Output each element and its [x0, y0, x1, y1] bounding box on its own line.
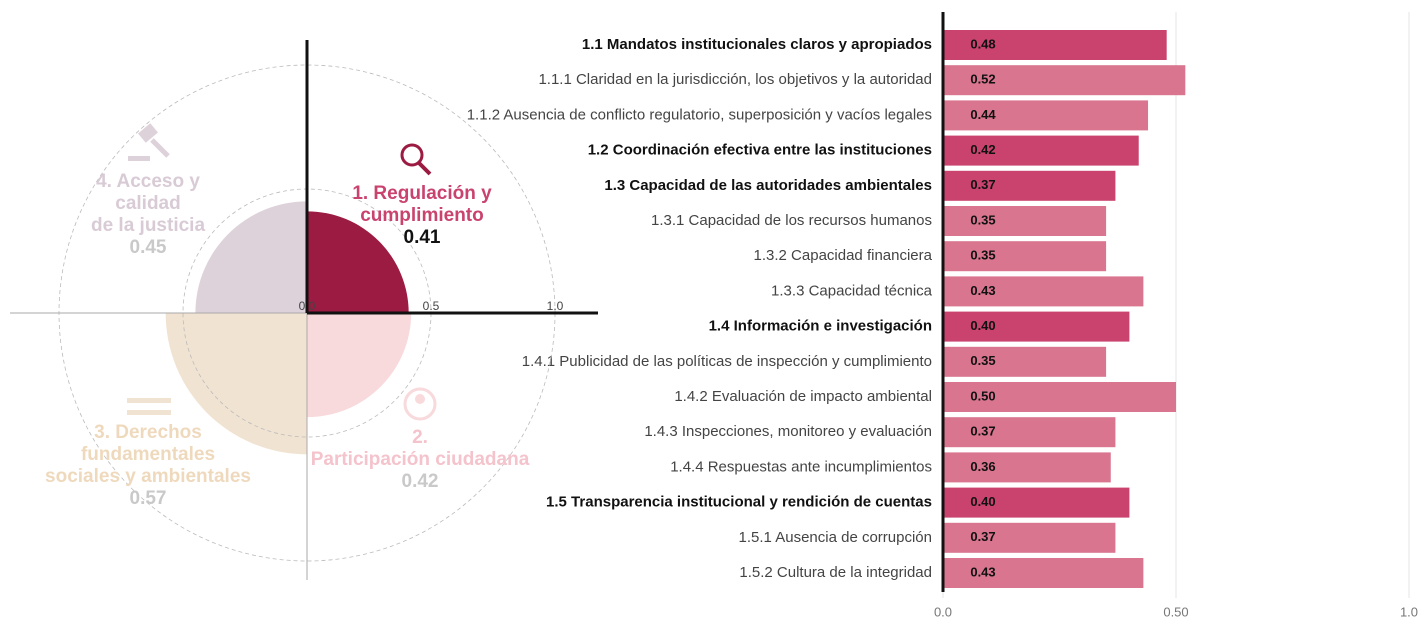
- value-label: 0.37: [970, 529, 995, 544]
- category-label: 1.4.1 Publicidad de las políticas de ins…: [522, 353, 932, 370]
- bar: [943, 100, 1149, 131]
- equals-icon: [127, 398, 171, 403]
- value-label: 0.40: [970, 494, 995, 509]
- bar: [943, 311, 1130, 342]
- category-label: 3. Derechos fundamentales sociales y ambie…: [45, 422, 251, 487]
- magnifier-handle: [417, 161, 432, 176]
- value-label: 0.48: [970, 36, 995, 51]
- category-label: 1.3.2 Capacidad financiera: [754, 247, 933, 264]
- value-label: 0.40: [970, 318, 995, 333]
- value-label: 0.44: [970, 107, 996, 122]
- person-head: [415, 394, 425, 404]
- bar-chart: 0.0 0.50 1.0 0.48 1.1 Mandatos institucional…: [467, 12, 1418, 619]
- value-label: 0.42: [402, 471, 439, 492]
- value-label: 0.36: [970, 459, 995, 474]
- category-label: 1.3 Capacidad de las autoridades ambient…: [604, 177, 932, 194]
- value-label: 0.43: [970, 283, 995, 298]
- category-label: 1. Regulación y cumplimiento: [352, 183, 492, 226]
- category-label: 1.2 Coordinación efectiva entre las inst…: [588, 142, 932, 159]
- category-label: 1.5 Transparencia institucional y rendic…: [546, 494, 932, 511]
- category-label: 1.4.2 Evaluación de impacto ambiental: [674, 388, 932, 405]
- category-label: 1.4.3 Inspecciones, monitoreo y evaluaci…: [644, 423, 932, 440]
- category-label: 1.1.1 Claridad en la jurisdicción, los o…: [538, 71, 932, 88]
- value-label: 0.37: [970, 424, 995, 439]
- x-tick-label: 0.0: [934, 604, 952, 619]
- value-label: 0.35: [970, 353, 995, 368]
- r-tick-label: 1.0: [547, 299, 564, 313]
- value-label: 0.35: [970, 248, 995, 263]
- category-label: 4. Acceso y calidad de la justicia: [91, 171, 205, 236]
- category-label: 1.1.2 Ausencia de conflicto regulatorio,…: [467, 106, 932, 123]
- x-tick-label: 1.0: [1400, 604, 1418, 619]
- bar: [943, 382, 1176, 412]
- sector: [165, 313, 307, 455]
- value-label: 0.50: [970, 388, 995, 403]
- icons: [127, 123, 437, 421]
- bar: [943, 452, 1111, 483]
- category-label: 1.3.3 Capacidad técnica: [771, 282, 933, 299]
- category-label: 1.5.2 Cultura de la integridad: [739, 564, 932, 581]
- category-label: 1.3.1 Capacidad de los recursos humanos: [651, 212, 932, 229]
- gavel-base: [128, 156, 150, 161]
- sector: [195, 201, 307, 313]
- bar: [943, 170, 1116, 201]
- polar-chart: 0.00.51.01. Regulación ycumplimiento0.41…: [10, 40, 598, 580]
- bar: [943, 346, 1107, 377]
- bar: [943, 522, 1116, 553]
- sector: [307, 211, 409, 313]
- category-label: 1.1 Mandatos institucionales claros y ap…: [582, 36, 932, 53]
- bar: [943, 206, 1107, 236]
- r-tick-label: 0.5: [423, 299, 440, 313]
- equals-icon: [127, 410, 171, 415]
- bar: [943, 30, 1167, 60]
- bar: [943, 487, 1130, 518]
- bar: [943, 558, 1144, 588]
- person-icon: [403, 387, 437, 421]
- bar: [943, 241, 1107, 272]
- gavel-handle: [150, 138, 170, 158]
- bar: [943, 135, 1139, 166]
- value-label: 0.45: [130, 237, 167, 258]
- value-label: 0.52: [970, 72, 995, 87]
- magnifier-icon: [400, 143, 424, 167]
- gavel-icon: [138, 123, 158, 143]
- sector: [307, 313, 412, 418]
- value-label: 0.42: [970, 142, 995, 157]
- value-label: 0.35: [970, 212, 995, 227]
- category-label: 1.4 Información e investigación: [709, 318, 932, 335]
- bar: [943, 276, 1144, 307]
- category-label: 1.4.4 Respuestas ante incumplimientos: [670, 458, 932, 475]
- category-label: 1.5.1 Ausencia de corrupción: [739, 529, 932, 546]
- value-label: 0.57: [130, 488, 167, 509]
- value-label: 0.43: [970, 564, 995, 579]
- value-label: 0.41: [404, 227, 441, 248]
- category-label: 2. Participación ciudadana: [311, 427, 530, 470]
- bar: [943, 417, 1116, 448]
- x-tick-label: 0.50: [1163, 604, 1188, 619]
- value-label: 0.37: [970, 177, 995, 192]
- bar: [943, 65, 1186, 96]
